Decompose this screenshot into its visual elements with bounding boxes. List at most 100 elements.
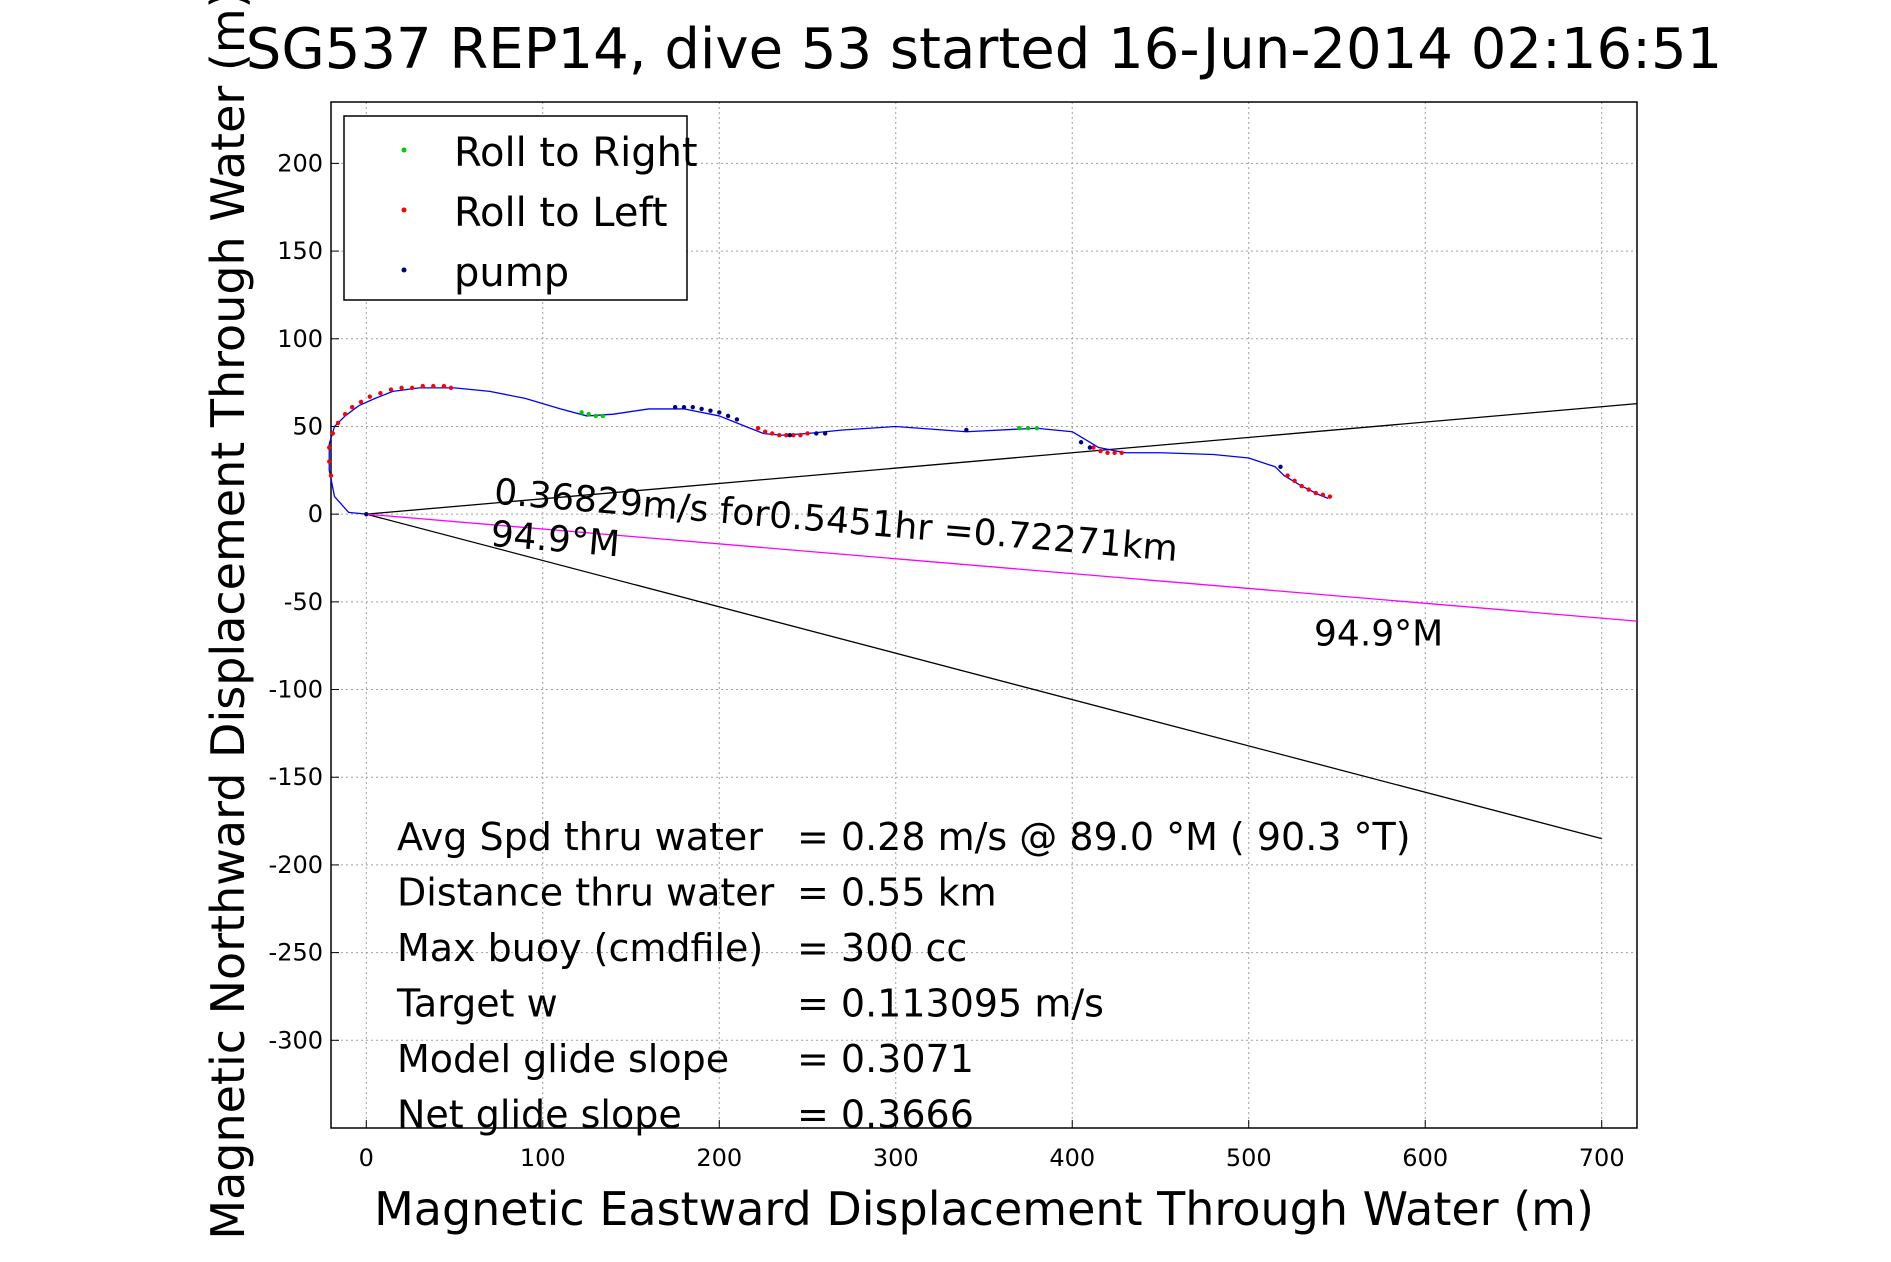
- x-tick-label: 400: [1049, 1144, 1095, 1172]
- pump-point: [364, 511, 369, 517]
- roll-left-point: [328, 473, 334, 478]
- dive-markers: [327, 383, 1333, 517]
- roll-left-point: [784, 433, 789, 438]
- roll-right-point: [1034, 426, 1040, 431]
- roll-right-point: [586, 411, 591, 417]
- roll-left-point: [755, 426, 761, 431]
- stat-value: = 0.113095 m/s: [797, 982, 1104, 1026]
- x-tick-label: 100: [520, 1144, 566, 1172]
- y-tick-label: -200: [269, 851, 323, 879]
- legend-marker: [401, 207, 407, 213]
- reference-line: [366, 513, 1638, 622]
- roll-right-point: [600, 413, 605, 419]
- roll-left-point: [770, 431, 775, 436]
- pump-point: [1278, 464, 1283, 469]
- x-tick-label: 200: [696, 1144, 742, 1172]
- stat-value: = 0.3666: [797, 1093, 974, 1137]
- roll-left-point: [1112, 450, 1117, 455]
- stat-value: = 0.3071: [797, 1037, 974, 1081]
- pump-point: [725, 413, 731, 419]
- pump-point: [708, 408, 713, 413]
- plot-annotations: 0.36829m/s for0.5451hr =0.72271km94.9°M9…: [489, 472, 1443, 655]
- stat-label: Max buoy (cmdfile): [397, 926, 763, 970]
- roll-left-point: [1299, 483, 1304, 489]
- legend-marker: [401, 147, 407, 153]
- roll-right-point: [1025, 426, 1031, 431]
- roll-left-point: [378, 390, 383, 396]
- legend-label: pump: [454, 250, 569, 296]
- y-tick-label: -100: [269, 676, 323, 704]
- track-line: [328, 387, 1329, 515]
- roll-left-point: [388, 387, 394, 392]
- roll-left-point: [1327, 494, 1333, 499]
- roll-left-point: [1320, 492, 1326, 498]
- y-axis-label: Magnetic Northward Displacement Through …: [201, 0, 255, 1240]
- roll-left-point: [358, 399, 364, 405]
- stat-label: Net glide slope: [397, 1093, 682, 1137]
- stat-label: Target w: [396, 982, 558, 1026]
- pump-point: [699, 406, 704, 412]
- y-tick-label: 50: [292, 412, 323, 440]
- y-tick-label: 100: [277, 325, 323, 353]
- roll-left-point: [399, 385, 404, 391]
- plot-frame: [330, 101, 1638, 1129]
- pump-point: [1087, 445, 1093, 450]
- legend-marker: [401, 267, 407, 273]
- roll-left-point: [1292, 478, 1297, 484]
- roll-right-point: [579, 410, 584, 415]
- y-tick-label: 150: [277, 237, 323, 265]
- stat-label: Distance thru water: [397, 871, 775, 915]
- legend-entries: Roll to Right Roll to Left pump: [401, 130, 698, 296]
- roll-left-point: [791, 433, 796, 438]
- x-tick-label: 500: [1226, 1144, 1272, 1172]
- legend-label: Roll to Right: [454, 130, 698, 176]
- plot-annotation: 94.9°M: [1314, 614, 1443, 655]
- dive-track: [328, 387, 1329, 515]
- y-tick-label: -50: [284, 588, 323, 616]
- y-tick-label: 200: [277, 149, 323, 177]
- roll-left-point: [1285, 473, 1290, 478]
- x-tick-label: 300: [873, 1144, 919, 1172]
- x-tick-label: 700: [1579, 1144, 1625, 1172]
- pump-point: [787, 433, 793, 438]
- roll-left-point: [441, 383, 447, 389]
- roll-left-point: [777, 433, 782, 438]
- roll-left-point: [762, 429, 768, 434]
- stat-label: Avg Spd thru water: [397, 815, 763, 859]
- pump-point: [822, 431, 828, 436]
- reference-line: [366, 403, 1638, 515]
- stat-value: = 300 cc: [797, 926, 967, 970]
- roll-left-point: [367, 394, 373, 399]
- roll-left-point: [335, 420, 341, 426]
- pump-point: [814, 431, 819, 436]
- roll-left-point: [448, 385, 454, 391]
- x-tick-label: 600: [1402, 1144, 1448, 1172]
- reference-lines: [366, 403, 1638, 840]
- dive-statistics: Avg Spd thru water = 0.28 m/s @ 89.0 °M (…: [396, 815, 1411, 1137]
- roll-left-point: [327, 445, 332, 450]
- roll-left-point: [1119, 450, 1124, 455]
- roll-left-point: [1306, 487, 1311, 492]
- roll-right-point: [593, 413, 598, 419]
- stat-label: Model glide slope: [397, 1037, 729, 1081]
- x-tick-label: 0: [359, 1144, 374, 1172]
- pump-point: [717, 410, 722, 415]
- pump-point: [964, 427, 969, 433]
- reference-line: [366, 513, 1602, 840]
- chart-title: SG537 REP14, dive 53 started 16-Jun-2014…: [246, 17, 1722, 82]
- roll-left-point: [330, 431, 335, 436]
- roll-left-point: [805, 431, 810, 436]
- roll-left-point: [409, 385, 415, 391]
- pump-point: [672, 404, 678, 410]
- roll-left-point: [420, 383, 425, 389]
- roll-left-point: [798, 433, 803, 438]
- y-tick-label: -300: [269, 1026, 323, 1054]
- roll-right-point: [1017, 426, 1022, 431]
- legend-box: [343, 115, 688, 301]
- roll-left-point: [349, 404, 355, 410]
- pump-point: [681, 404, 687, 410]
- roll-left-point: [1091, 445, 1096, 450]
- x-axis-ticks: 0 100 200 300 400 500 600 700: [359, 1120, 1625, 1172]
- pump-point: [734, 417, 740, 422]
